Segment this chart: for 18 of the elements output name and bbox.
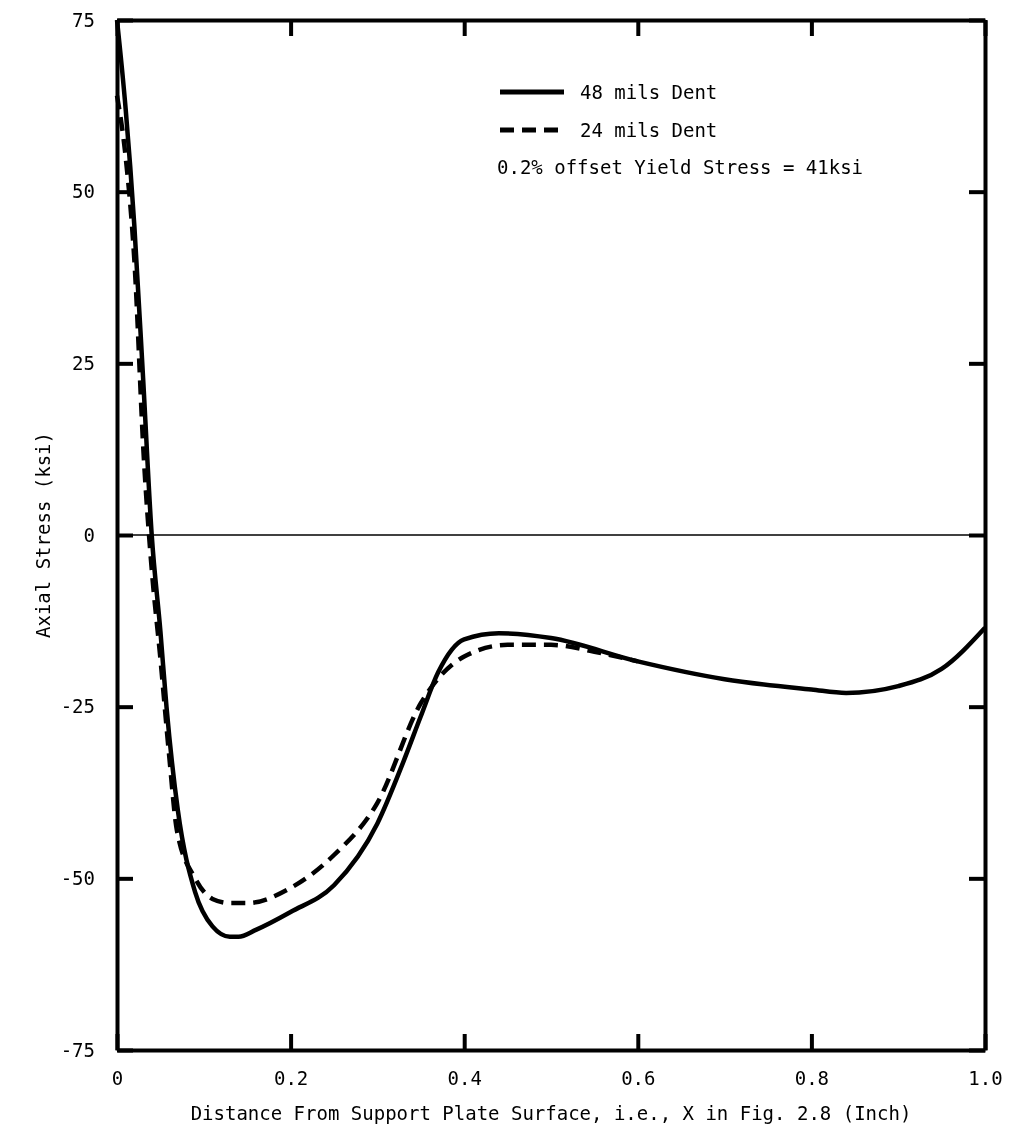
y-tick-label: 0 xyxy=(83,523,95,546)
x-axis-title: Distance From Support Plate Surface, i.e., X in Fig. 2.8 (Inch) xyxy=(190,1102,912,1124)
x-tick-label: 0.2 xyxy=(273,1067,309,1090)
y-tick-label: -50 xyxy=(60,866,95,889)
x-tick-label: 0 xyxy=(111,1067,124,1090)
x-tick-label: 0.8 xyxy=(794,1067,830,1090)
annotation: 0.2% offset Yield Stress = 41ksi xyxy=(497,156,864,178)
y-tick-label: -75 xyxy=(60,1038,95,1061)
x-tick-label: 0.6 xyxy=(621,1067,656,1090)
legend-label: 48 mils Dent xyxy=(580,81,718,103)
y-tick-label: -25 xyxy=(60,695,95,718)
y-tick-label: 25 xyxy=(72,351,95,374)
legend-label: 24 mils Dent xyxy=(580,119,718,141)
y-tick-label: 50 xyxy=(72,180,95,203)
x-tick-label: 1.0 xyxy=(968,1067,1003,1090)
y-axis-title: Axial Stress (ksi) xyxy=(32,432,54,638)
x-tick-label: 0.4 xyxy=(447,1067,482,1090)
y-tick-label: 75 xyxy=(72,8,95,31)
